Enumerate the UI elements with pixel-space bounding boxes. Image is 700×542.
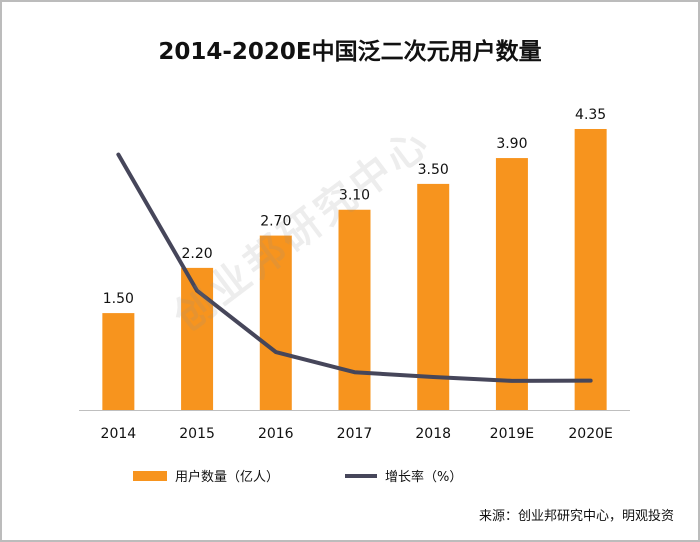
source-note: 来源：创业邦研究中心，明观投资 (478, 509, 674, 524)
bar-2014 (102, 313, 135, 410)
line-point-2018 (431, 375, 435, 379)
chart-title: 2014-2020E中国泛二次元用户数量 (158, 39, 542, 65)
bar-2019E (495, 158, 528, 410)
legend-bar-label: 用户数量（亿人） (175, 470, 280, 485)
legend-bar-swatch (133, 470, 167, 481)
line-point-2014 (116, 153, 120, 157)
line-point-2019E (510, 379, 514, 383)
legend-line-label: 增长率（%） (385, 470, 463, 485)
chart-plot: 1.50 2.20 2.70 3.10 3.50 3.90 4.35 2014 2015 2016… (79, 107, 630, 442)
bar-2016 (259, 235, 292, 410)
x-tick-label: 2017 (337, 426, 373, 442)
chart-legend: 用户数量（亿人） 增长率（%） (133, 466, 462, 485)
x-tick-label: 2020E (568, 426, 612, 442)
data-label: 2.70 (260, 214, 291, 230)
legend-item-line: 增长率（%） (345, 466, 462, 485)
line-point-2016 (274, 350, 278, 354)
data-label: 3.90 (496, 136, 527, 152)
legend-line-swatch (345, 473, 378, 478)
line-point-2020E (589, 379, 593, 383)
bar-2020E (574, 128, 607, 410)
data-label: 1.50 (103, 291, 134, 307)
data-label: 3.10 (339, 188, 370, 204)
bar-2017 (338, 209, 371, 410)
line-point-2015 (195, 289, 199, 293)
x-tick-label: 2014 (101, 426, 137, 442)
x-tick-label: 2019E (490, 426, 534, 442)
data-label: 3.50 (418, 162, 449, 178)
data-label: 2.20 (181, 246, 212, 262)
line-point-2017 (353, 370, 356, 374)
x-tick-label: 2016 (258, 426, 294, 442)
x-tick-label: 2018 (415, 426, 451, 442)
bar-2018 (417, 183, 450, 410)
legend-item-bar: 用户数量（亿人） (133, 466, 279, 485)
x-tick-label: 2015 (179, 426, 215, 442)
data-label: 4.35 (575, 107, 606, 123)
